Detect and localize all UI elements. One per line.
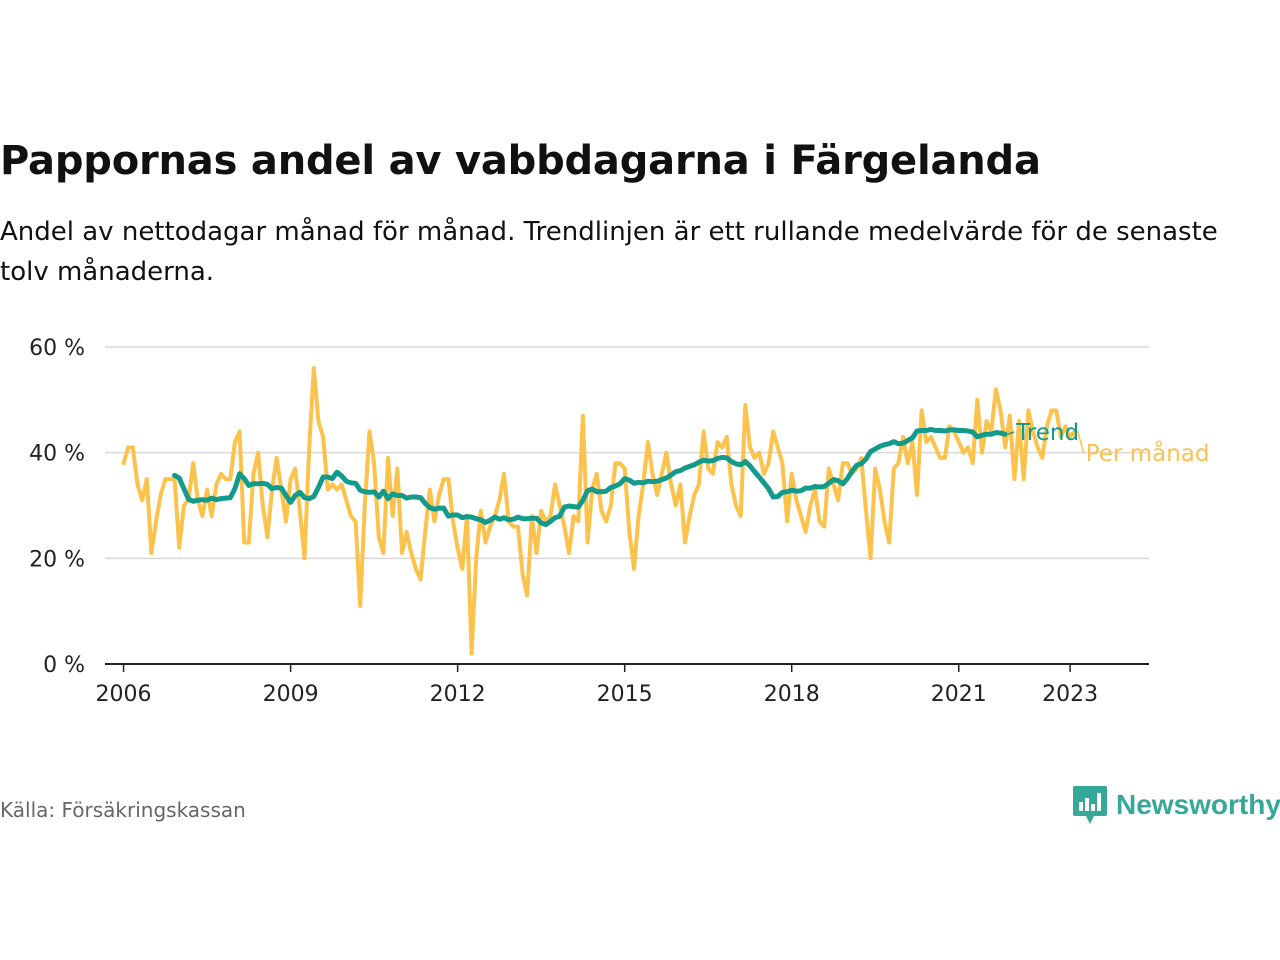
end-label-connector	[1007, 431, 1015, 435]
y-axis-ticks: 0 % 20 % 40 % 60 %	[29, 336, 85, 678]
y-tick-label: 60 %	[29, 336, 85, 361]
trend-line	[172, 426, 1008, 527]
x-tick-label: 2006	[96, 682, 152, 707]
x-tick-label: 2021	[931, 682, 987, 707]
brand-logo[interactable]: Newsworthy	[1072, 784, 1280, 826]
x-tick-label: 2012	[430, 682, 486, 707]
chart-subtitle: Andel av nettodagar månad för månad. Tre…	[0, 217, 1218, 287]
chart-title: Pappornas andel av vabbdagarna i Färgela…	[0, 138, 1041, 184]
x-tick-label: 2023	[1042, 682, 1098, 707]
line-chart: 0 % 20 % 40 % 60 % 2006 2009 2012 2015 2018 2021…	[29, 336, 1210, 707]
end-label: Trend	[1015, 420, 1079, 446]
brand-name: Newsworthy	[1116, 789, 1280, 820]
monthly-line	[121, 366, 1077, 656]
x-axis: 2006 2009 2012 2015 2018 2021 2023	[96, 663, 1149, 707]
y-tick-label: 20 %	[29, 547, 85, 572]
series-lines	[121, 366, 1077, 656]
end-label-connector	[1077, 431, 1085, 454]
x-tick-label: 2018	[764, 682, 820, 707]
x-tick-label: 2009	[263, 682, 319, 707]
y-tick-label: 40 %	[29, 442, 85, 467]
x-tick-label: 2015	[597, 682, 653, 707]
end-labels: Trend Per månad	[1007, 420, 1210, 467]
end-label: Per månad	[1086, 439, 1210, 467]
newsworthy-logo-icon	[1073, 786, 1107, 824]
source-note: Källa: Försäkringskassan	[0, 798, 246, 822]
y-tick-label: 0 %	[43, 653, 85, 678]
